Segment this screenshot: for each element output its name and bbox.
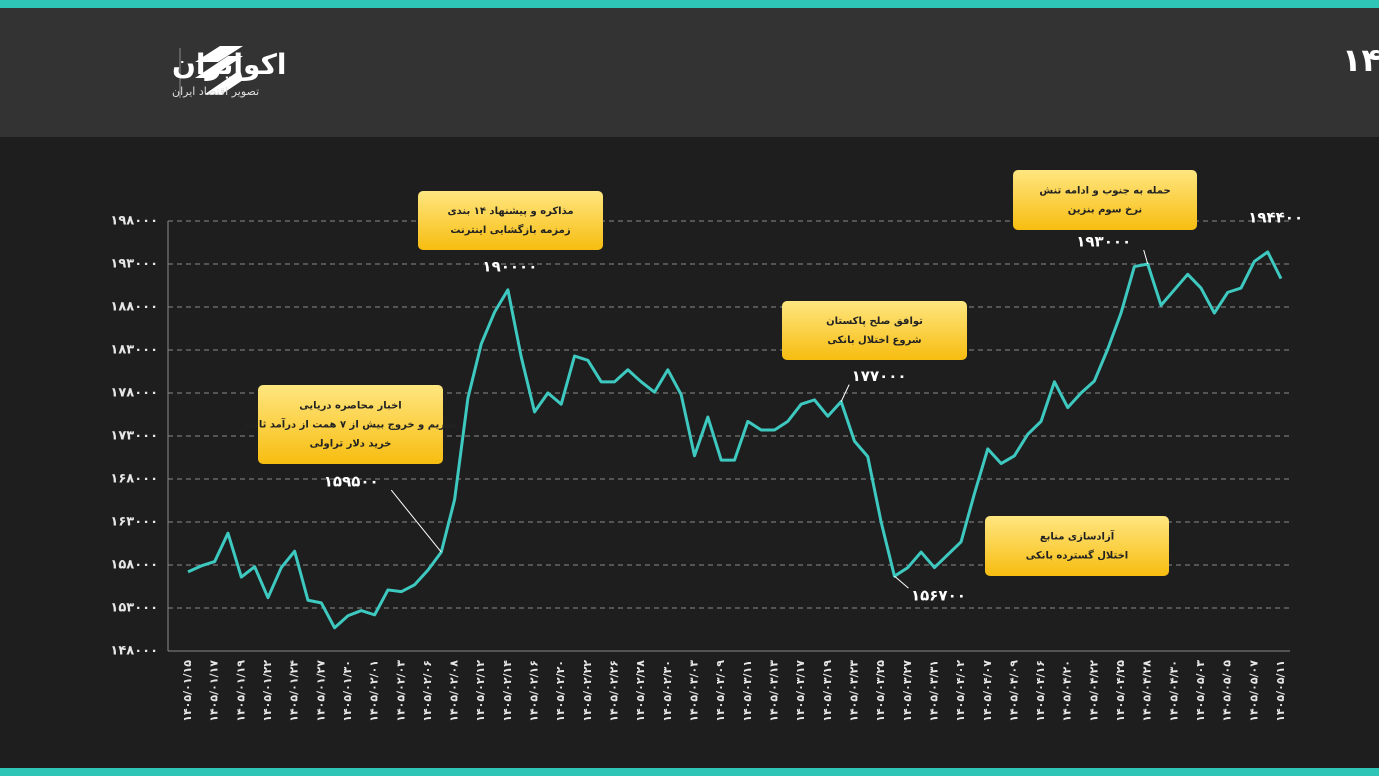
header xyxy=(0,8,1379,137)
leader-line xyxy=(1143,249,1149,265)
x-tick-label: ۱۴۰۵/۰۴/۰۲ xyxy=(954,660,967,722)
x-tick-label: ۱۴۰۵/۰۲/۱۲ xyxy=(474,660,487,722)
annotation-text: خرید دلار تراولی xyxy=(310,439,392,450)
x-tick-label: ۱۴۰۵/۰۲/۲۶ xyxy=(608,660,621,722)
x-tick-label: ۱۴۰۵/۰۳/۲۷ xyxy=(901,660,914,722)
y-tick-label: ۱۹۳۰۰۰ xyxy=(110,257,158,272)
x-tick-label: ۱۴۰۵/۰۳/۲۳ xyxy=(847,660,860,722)
value-label: ۱۹۰۰۰۰ xyxy=(482,257,537,275)
value-label: ۱۵۹۵۰۰ xyxy=(324,473,379,491)
y-tick-label: ۱۵۳۰۰۰ xyxy=(110,601,158,616)
bottom-bar xyxy=(0,768,1379,776)
y-tick-label: ۱۷۳۰۰۰ xyxy=(110,429,158,444)
x-tick-label: ۱۴۰۵/۰۴/۰۹ xyxy=(1007,660,1020,722)
y-tick-label: ۱۷۸۰۰۰ xyxy=(110,386,158,401)
x-tick-label: ۱۴۰۵/۰۵/۰۷ xyxy=(1247,660,1260,722)
y-tick-label: ۱۹۸۰۰۰ xyxy=(110,214,158,229)
x-tick-label: ۱۴۰۵/۰۳/۱۷ xyxy=(794,660,807,722)
x-tick-label: ۱۴۰۵/۰۲/۳۰ xyxy=(661,660,674,722)
x-tick-label: ۱۴۰۵/۰۳/۱۹ xyxy=(821,660,834,722)
x-tick-label: ۱۴۰۵/۰۲/۲۰ xyxy=(554,660,567,722)
value-label: ۱۹۴۴۰۰ xyxy=(1248,208,1303,226)
x-tick-label: ۱۴۰۵/۰۱/۱۹ xyxy=(234,660,247,722)
logo: اکوایران تصویر اقتصاد ایران xyxy=(172,46,286,98)
y-tick-label: ۱۵۸۰۰۰ xyxy=(110,558,158,573)
y-tick-label: ۱۸۸۰۰۰ xyxy=(110,300,158,315)
chart-title: قیمت دلار از ابتدای سال ۱۴۰۵ xyxy=(1342,41,1379,79)
x-tick-label: ۱۴۰۵/۰۵/۰۳ xyxy=(1194,660,1207,722)
annotation-text: تحریم و خروج بیش از ۷ همت از درآمد ثابت xyxy=(245,418,457,431)
x-tick-label: ۱۴۰۵/۰۴/۰۷ xyxy=(981,660,994,722)
annotation-text: توافق صلح پاکستان xyxy=(826,316,923,327)
x-tick-label: ۱۴۰۵/۰۴/۱۶ xyxy=(1034,660,1047,722)
x-tick-label: ۱۴۰۵/۰۲/۱۶ xyxy=(528,660,541,722)
x-tick-label: ۱۴۰۵/۰۵/۱۱ xyxy=(1274,660,1287,722)
x-tick-label: ۱۴۰۵/۰۳/۱۳ xyxy=(767,660,780,722)
x-tick-label: ۱۴۰۵/۰۱/۲۲ xyxy=(261,660,274,722)
y-tick-label: ۱۸۳۰۰۰ xyxy=(110,343,158,358)
value-label: ۱۷۷۰۰۰ xyxy=(852,367,907,385)
x-tick-label: ۱۴۰۵/۰۳/۰۹ xyxy=(714,660,727,722)
annotation-text: مذاکره و پیشنهاد ۱۴ بندی xyxy=(447,206,573,217)
brand-tagline: تصویر اقتصاد ایران xyxy=(172,85,259,98)
x-tick-label: ۱۴۰۵/۰۳/۲۵ xyxy=(874,660,887,722)
brand-name: اکوایران xyxy=(172,48,286,81)
annotation-text: اختلال گسترده بانکی xyxy=(1026,549,1128,562)
x-tick-label: ۱۴۰۵/۰۴/۲۸ xyxy=(1141,660,1154,722)
x-tick-label: ۱۴۰۵/۰۱/۲۴ xyxy=(288,660,301,722)
annotation-box xyxy=(985,516,1169,576)
x-tick-label: ۱۴۰۵/۰۴/۲۰ xyxy=(1061,660,1074,722)
x-tick-label: ۱۴۰۵/۰۱/۱۵ xyxy=(181,660,194,722)
annotation-text: آزادسازی منابع xyxy=(1040,530,1115,543)
value-label: ۱۵۶۷۰۰ xyxy=(911,587,966,605)
annotation-text: نرخ سوم بنزین xyxy=(1068,205,1142,216)
x-tick-label: ۱۴۰۵/۰۲/۰۳ xyxy=(394,660,407,722)
y-tick-label: ۱۶۳۰۰۰ xyxy=(110,515,158,530)
x-tick-label: ۱۴۰۵/۰۱/۱۷ xyxy=(208,660,221,722)
annotation-text: زمزمه بازگشایی اینترنت xyxy=(450,223,570,236)
x-tick-label: ۱۴۰۵/۰۴/۳۰ xyxy=(1167,660,1180,722)
value-label: ۱۹۳۰۰۰ xyxy=(1076,233,1131,251)
x-tick-label: ۱۴۰۵/۰۲/۲۲ xyxy=(581,660,594,722)
leader-line xyxy=(894,575,909,589)
annotation-text: اخبار محاصره دریایی xyxy=(299,401,401,412)
x-tick-label: ۱۴۰۵/۰۱/۳۰ xyxy=(341,660,354,722)
x-tick-label: ۱۴۰۵/۰۲/۰۸ xyxy=(448,660,461,722)
x-tick-label: ۱۴۰۵/۰۴/۲۲ xyxy=(1087,660,1100,722)
x-tick-label: ۱۴۰۵/۰۴/۲۵ xyxy=(1114,660,1127,722)
logo-icon xyxy=(195,46,243,94)
y-tick-label: ۱۶۸۰۰۰ xyxy=(110,472,158,487)
top-bar xyxy=(0,0,1379,8)
annotation-box xyxy=(782,301,967,360)
leader-line xyxy=(840,384,850,402)
x-tick-label: ۱۴۰۵/۰۲/۰۱ xyxy=(368,660,381,722)
annotation-text: حمله به جنوب و ادامه تنش xyxy=(1039,186,1170,197)
annotation-text: شروع اختلال بانکی xyxy=(827,335,921,346)
leader-line xyxy=(390,489,442,553)
x-tick-label: ۱۴۰۵/۰۳/۰۳ xyxy=(688,660,701,722)
x-tick-label: ۱۴۰۵/۰۲/۰۶ xyxy=(421,660,434,722)
annotation-box xyxy=(1013,170,1197,230)
x-tick-label: ۱۴۰۵/۰۳/۱۱ xyxy=(741,660,754,722)
annotation-box xyxy=(258,385,443,464)
annotation-box xyxy=(418,191,603,250)
x-tick-label: ۱۴۰۵/۰۲/۱۴ xyxy=(501,660,514,722)
x-tick-label: ۱۴۰۵/۰۱/۲۷ xyxy=(314,660,327,722)
price-line xyxy=(187,250,1283,630)
x-tick-label: ۱۴۰۵/۰۳/۳۱ xyxy=(927,660,940,722)
x-tick-label: ۱۴۰۵/۰۵/۰۵ xyxy=(1221,660,1234,722)
y-tick-label: ۱۴۸۰۰۰ xyxy=(110,644,158,659)
x-tick-label: ۱۴۰۵/۰۲/۲۸ xyxy=(634,660,647,722)
